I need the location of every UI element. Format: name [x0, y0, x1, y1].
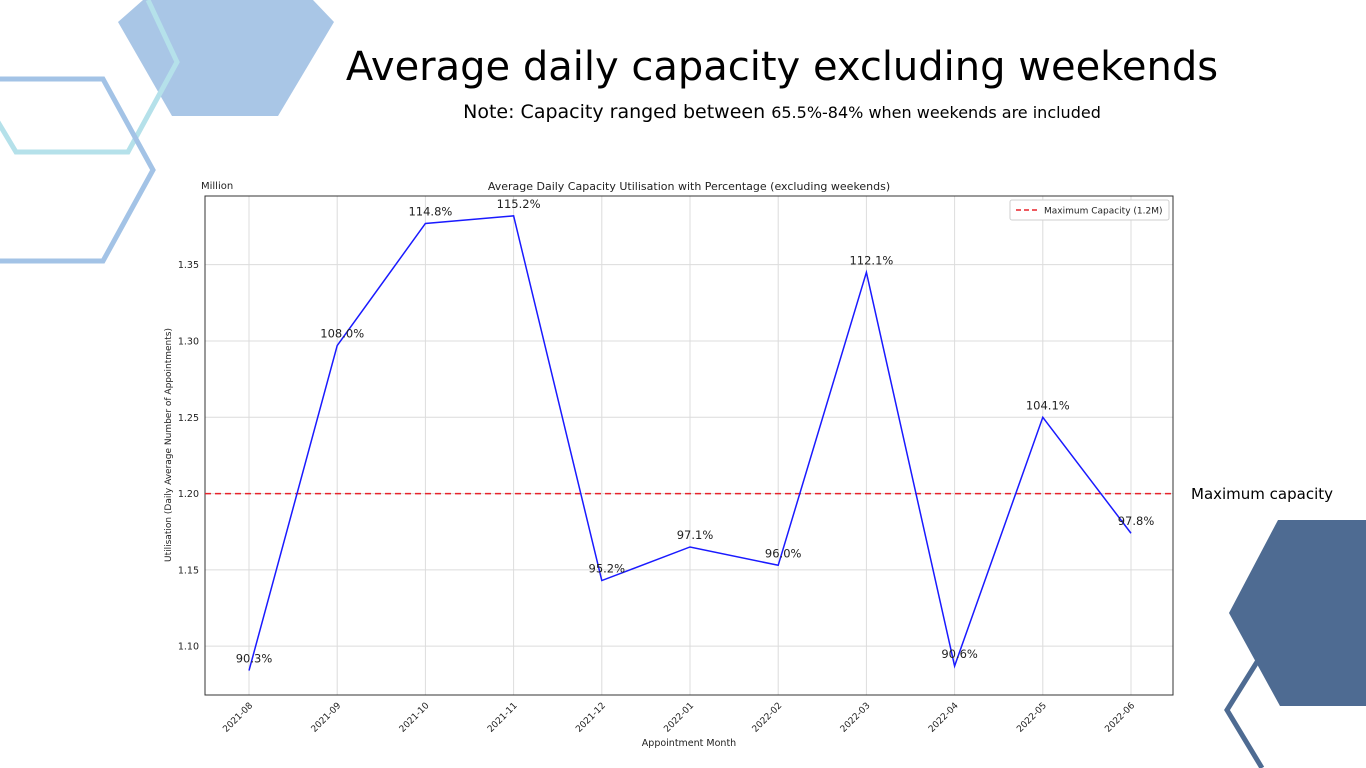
grid-layer: [205, 196, 1173, 695]
x-tick-label: 2022-05: [1015, 701, 1049, 735]
data-label: 104.1%: [1026, 398, 1070, 412]
chart-title: Average Daily Capacity Utilisation with …: [488, 180, 890, 193]
x-tick-label: 2022-06: [1103, 701, 1137, 735]
hexagon-light-blue-filled: [118, 0, 334, 116]
note-range-text: 65.5%-84% when weekends are included: [771, 103, 1101, 122]
data-label: 95.2%: [589, 562, 626, 576]
x-tick-label: 2021-12: [574, 701, 608, 735]
data-label: 114.8%: [408, 204, 452, 218]
hexagon-dark-outline: [1224, 652, 1265, 768]
x-tick-label: 2022-04: [927, 701, 961, 735]
data-label: 90.3%: [236, 652, 273, 666]
y-axis-label: Utilisation (Daily Average Number of App…: [164, 328, 174, 562]
hexagon-dark-blue-filled: [1229, 520, 1366, 706]
data-label: 90.6%: [941, 647, 978, 661]
hexagon-teal-outline: [0, 0, 180, 155]
legend-box: [1009, 199, 1170, 221]
note-main-text: Note: Capacity ranged between: [463, 101, 772, 123]
data-label: 108.0%: [320, 327, 364, 341]
y-tick-label: 1.25: [178, 413, 199, 424]
x-tick-label: 2021-08: [221, 701, 255, 735]
legend-label: Maximum Capacity (1.2M): [1044, 207, 1163, 217]
plot-frame: [204, 195, 1174, 696]
data-label: 115.2%: [497, 197, 541, 211]
data-label: 96.0%: [765, 546, 802, 560]
x-tick-label: 2021-11: [486, 701, 520, 735]
x-tick-labels: 2021-08 2021-09 2021-10 2021-11 2021-12 2022-…: [221, 701, 1137, 735]
data-label: 97.8%: [1118, 514, 1155, 528]
legend: Maximum Capacity (1.2M): [1009, 199, 1170, 221]
x-axis-label: Appointment Month: [642, 738, 736, 749]
series-line: [248, 215, 1132, 671]
y-tick-label: 1.15: [178, 565, 199, 576]
data-labels: 90.3% 108.0% 114.8% 115.2% 95.2% 97.1% 96.0% 11…: [236, 197, 1155, 666]
y-tick-label: 1.30: [178, 336, 199, 347]
data-label: 97.1%: [677, 528, 714, 542]
y-tick-label: 1.35: [178, 260, 199, 271]
slide-note: Note: Capacity ranged between 65.5%-84% …: [300, 101, 1264, 123]
max-capacity-side-label: Maximum capacity: [1191, 485, 1334, 503]
x-tick-label: 2022-02: [751, 701, 785, 735]
hexagon-blue-outline: [0, 76, 156, 264]
x-tick-label: 2022-03: [839, 701, 873, 735]
x-tick-label: 2021-09: [310, 701, 344, 735]
x-tick-label: 2022-01: [662, 701, 696, 735]
y-tick-labels: 1.10 1.15 1.20 1.25 1.30 1.35: [178, 260, 199, 652]
x-tick-label: 2021-10: [398, 701, 432, 735]
data-label: 112.1%: [849, 253, 893, 267]
y-tick-label: 1.20: [178, 489, 199, 500]
unit-label: Million: [201, 181, 233, 192]
y-tick-label: 1.10: [178, 642, 199, 653]
slide-title: Average daily capacity excluding weekend…: [345, 44, 1219, 90]
